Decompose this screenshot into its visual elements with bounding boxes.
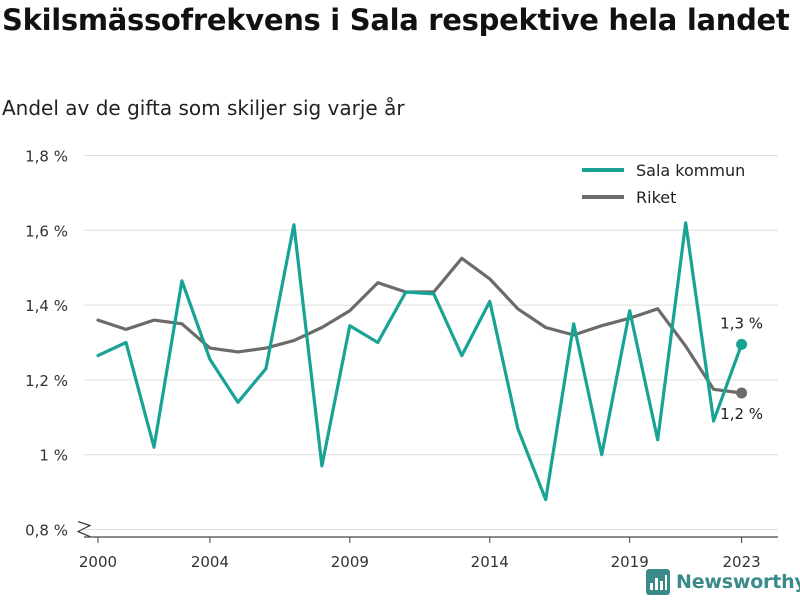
chart-subtitle: Andel av de gifta som skiljer sig varje … <box>2 96 405 120</box>
y-tick-label: 1,6 % <box>25 222 68 240</box>
series-lines <box>96 221 744 502</box>
x-axis: 2000 2004 2009 2014 2019 2023 <box>79 536 778 571</box>
x-tick-label: 2023 <box>723 553 761 571</box>
legend: Sala kommun Riket <box>582 161 745 207</box>
end-labels: 1,3 % 1,2 % <box>720 314 763 423</box>
gridlines <box>84 154 778 531</box>
axis-break-mark <box>76 520 92 538</box>
brand-name: Newsworthy <box>676 571 800 593</box>
y-tick-label: 1,8 % <box>25 147 68 165</box>
chart-title: Skilsmässofrekvens i Sala respektive hel… <box>2 3 790 37</box>
y-tick-label: 1,2 % <box>25 372 68 390</box>
end-value-label: 1,3 % <box>720 314 763 332</box>
end-point-marker <box>736 338 748 350</box>
y-tick-label: 0,8 % <box>25 522 68 540</box>
newsworthy-logo-icon <box>646 569 670 595</box>
y-axis-labels: 0,8 % 1 % 1,2 % 1,4 % 1,6 % 1,8 % <box>25 147 68 539</box>
brand-logo[interactable]: Newsworthy <box>646 569 800 595</box>
y-tick-label: 1,4 % <box>25 297 68 315</box>
end-value-label: 1,2 % <box>720 405 763 423</box>
x-tick-label: 2009 <box>331 553 369 571</box>
x-tick-label: 2004 <box>191 553 229 571</box>
legend-label: Sala kommun <box>636 161 745 180</box>
series-line-riket <box>96 256 744 395</box>
axis-break-icon <box>76 520 92 538</box>
x-tick-label: 2014 <box>471 553 509 571</box>
series-line-sala-kommun <box>96 221 744 502</box>
x-tick-label: 2019 <box>611 553 649 571</box>
y-tick-label: 1 % <box>39 447 68 465</box>
x-tick-label: 2000 <box>79 553 117 571</box>
legend-label: Riket <box>636 188 676 207</box>
end-point-marker <box>736 387 748 399</box>
